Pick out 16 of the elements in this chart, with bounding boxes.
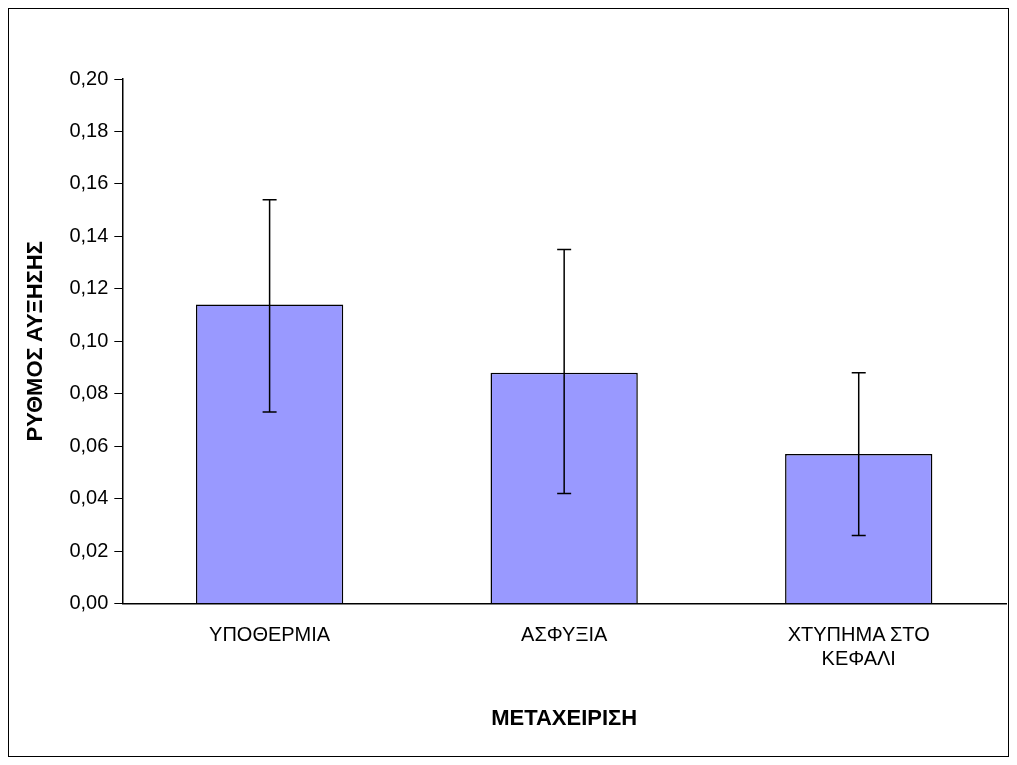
y-tick-label: 0,02: [69, 538, 109, 561]
y-tick-label: 0,08: [69, 381, 109, 404]
x-tick-label: ΥΠΟΘΕΡΜΙΑ: [209, 623, 331, 646]
y-tick-label: 0,20: [69, 66, 109, 89]
y-tick-label: 0,12: [69, 276, 109, 299]
x-tick-label: ΧΤΥΠΗΜΑ ΣΤΟ ΚΕΦΑΛΙ: [787, 623, 930, 670]
y-tick-label: 0,14: [69, 223, 109, 246]
y-tick-label: 0,00: [69, 591, 109, 614]
y-tick-label: 0,10: [69, 328, 109, 351]
y-tick-label: 0,06: [69, 433, 109, 456]
y-tick-label: 0,04: [69, 486, 109, 509]
x-tick-label: ΑΣΦΥΞΙΑ: [521, 623, 608, 646]
y-tick-label: 0,18: [69, 118, 109, 141]
x-axis-title: ΜΕΤΑΧΕΙΡΙΣΗ: [491, 704, 638, 730]
y-axis-title: ΡΥΘΜΟΣ ΑΥΞΗΣΗΣ: [22, 241, 48, 442]
y-tick-label: 0,16: [69, 171, 109, 194]
